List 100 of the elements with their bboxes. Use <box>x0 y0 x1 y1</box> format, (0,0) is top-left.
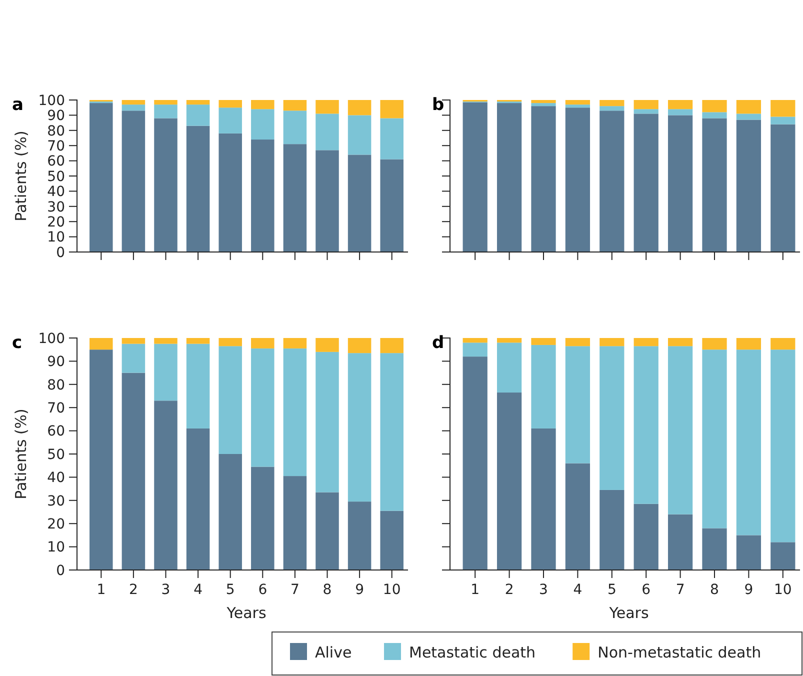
bar <box>251 466 274 570</box>
bar <box>154 100 178 105</box>
y-tick-label: 50 <box>47 168 65 185</box>
bar <box>348 154 372 252</box>
y-axis-title: Patients (%) <box>12 130 30 222</box>
bar <box>348 115 372 155</box>
bar <box>348 338 372 354</box>
x-tick-label: 10 <box>774 582 792 598</box>
bar <box>283 144 307 252</box>
y-tick-label: 100 <box>38 330 65 347</box>
x-tick-label: 1 <box>470 582 480 598</box>
bar <box>565 100 590 105</box>
bar <box>186 344 210 428</box>
bar <box>770 350 796 542</box>
bar <box>186 338 210 344</box>
bar <box>736 120 762 252</box>
legend-label: Metastatic death <box>409 643 536 662</box>
bar <box>600 100 624 106</box>
bar <box>316 150 339 252</box>
x-axis-title: Years <box>608 604 649 622</box>
bar <box>702 338 727 350</box>
bar <box>122 338 146 344</box>
bar <box>496 338 522 343</box>
bar <box>565 338 590 346</box>
bar <box>348 100 372 116</box>
bar <box>316 114 339 150</box>
bar <box>668 115 693 252</box>
bar <box>702 112 727 118</box>
y-tick-label: 80 <box>47 377 65 394</box>
bar <box>600 106 624 111</box>
bar <box>634 114 658 252</box>
bar <box>668 346 693 514</box>
bar <box>380 338 404 354</box>
chart-title: a <box>12 94 24 115</box>
bar <box>462 342 488 357</box>
legend-label: Non-metastatic death <box>598 643 762 662</box>
x-tick-label: 7 <box>676 582 685 598</box>
y-tick-label: 10 <box>47 230 65 246</box>
bar <box>634 346 658 504</box>
bar <box>186 126 210 252</box>
y-tick-label: 60 <box>47 154 65 170</box>
bar <box>634 109 658 114</box>
y-tick-label: 90 <box>47 354 65 370</box>
x-tick-label: 3 <box>539 582 548 598</box>
chart-title: d <box>432 332 444 353</box>
bar <box>736 535 762 570</box>
bar <box>122 100 146 105</box>
bar <box>770 124 796 252</box>
bar <box>702 100 727 112</box>
bar <box>251 348 274 467</box>
bar <box>122 372 146 570</box>
bar <box>770 338 796 350</box>
bar <box>600 110 624 252</box>
x-tick-label: 8 <box>710 582 719 598</box>
bar <box>496 103 522 252</box>
bar <box>316 492 339 570</box>
bar <box>531 428 556 570</box>
bar <box>565 346 590 464</box>
bar <box>531 338 556 345</box>
y-tick-label: 80 <box>47 123 65 140</box>
bar <box>186 428 210 570</box>
bar <box>702 350 727 528</box>
bar <box>154 344 178 401</box>
bar <box>565 104 590 108</box>
bar <box>531 100 556 104</box>
bar <box>90 338 113 350</box>
y-tick-label: 70 <box>47 138 65 154</box>
bar <box>736 350 762 536</box>
bar <box>90 350 113 570</box>
bar <box>531 103 556 106</box>
y-tick-label: 100 <box>38 92 65 109</box>
bar <box>565 463 590 570</box>
bar <box>154 118 178 252</box>
bar <box>251 100 274 110</box>
bar <box>316 352 339 492</box>
chart-title: c <box>12 332 22 353</box>
bar <box>154 338 178 344</box>
bar <box>736 338 762 350</box>
y-tick-label: 40 <box>47 184 65 200</box>
x-tick-label: 4 <box>573 582 582 598</box>
bar <box>531 106 556 252</box>
x-tick-label: 2 <box>504 582 514 598</box>
chart-title: b <box>432 94 444 115</box>
bar <box>462 356 488 570</box>
bar <box>122 344 146 373</box>
bar <box>380 118 404 160</box>
bar <box>462 102 488 252</box>
x-tick-label: 6 <box>258 582 268 598</box>
bar <box>565 108 590 252</box>
y-tick-label: 20 <box>47 214 65 230</box>
x-tick-label: 2 <box>128 582 138 598</box>
bar <box>634 100 658 110</box>
bar <box>251 338 274 348</box>
bar <box>600 490 624 570</box>
bar <box>218 338 242 346</box>
x-tick-label: 3 <box>161 582 170 598</box>
bar <box>634 338 658 346</box>
y-tick-label: 30 <box>47 493 65 510</box>
y-tick-label: 60 <box>47 424 65 440</box>
bar <box>380 353 404 511</box>
